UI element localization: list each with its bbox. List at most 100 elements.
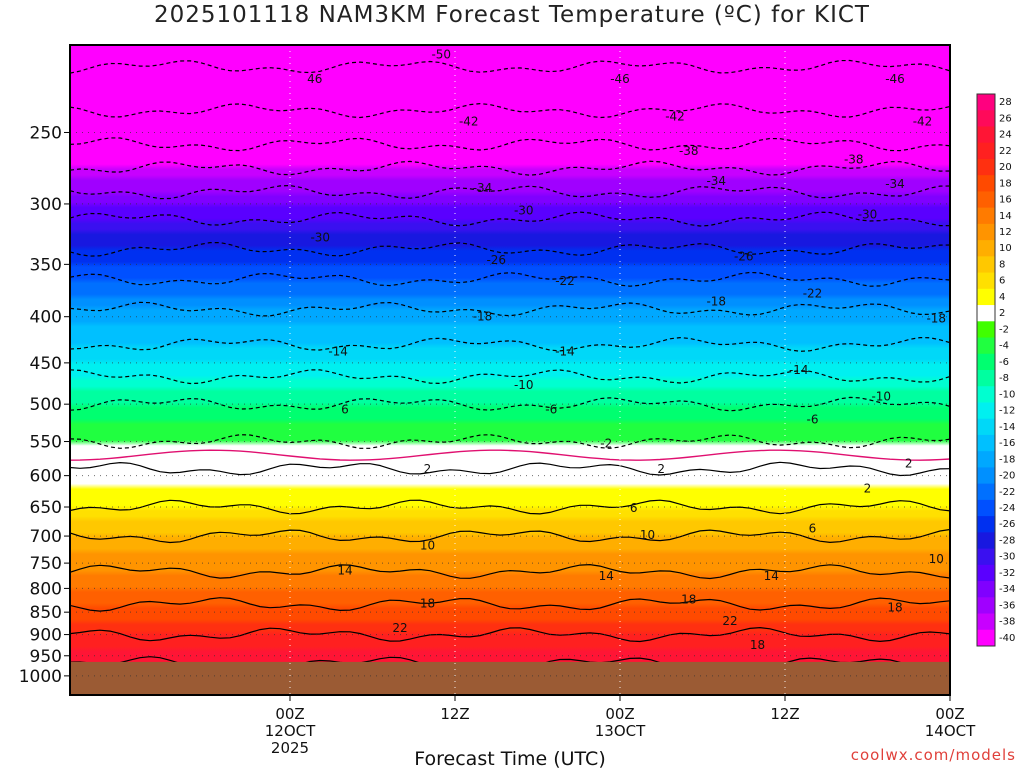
time-tick-label: 12Z [770,705,799,723]
pressure-tick-label: 1000 [19,667,62,687]
contour-label: -22 [803,286,823,300]
contour-label: -14 [328,344,348,358]
colorbar-label: -30 [999,552,1015,563]
contour-label-layer: -50 46 -46 -46 -42 -42 -42 -38 -38 -34 -34 -34 -30 -3… [307,48,946,652]
isotherm-22 [70,626,950,643]
colorbar-swatch [977,597,995,615]
colorbar-label: -18 [999,454,1015,465]
colorbar-swatch [977,175,995,192]
isotherm--46 [70,102,950,119]
isotherm--38 [70,160,950,176]
contour-label: 2 [657,462,665,476]
isotherm--50 [70,59,950,74]
freezing-line [70,449,950,461]
colorbar-label: -24 [999,503,1015,514]
colorbar-swatch [977,240,995,257]
pressure-tick-label: 650 [30,498,62,518]
contour-label: -46 [610,72,630,86]
isotherm--18 [70,301,950,317]
gridline-layer [70,45,950,695]
time-tick-label: 00Z [605,705,634,723]
colorbar-swatch [977,370,995,387]
contour-label: -10 [514,378,534,392]
contour-label: -34 [473,181,493,195]
colorbar-label: 2 [999,308,1005,319]
contour-label: -42 [665,109,685,123]
time-tick-label: 00Z [935,705,964,723]
contour-label: 46 [307,72,322,86]
colorbar-swatch [977,94,995,111]
colorbar-label: -4 [999,341,1009,352]
contour-label: 18 [681,593,696,607]
isotherm-10 [70,528,950,544]
pressure-tick-label: 550 [30,433,62,453]
colorbar-label: -36 [999,600,1015,611]
colorbar-label: -20 [999,471,1015,482]
pressure-tick-label: 500 [30,395,62,415]
colorbar-label: 22 [999,146,1012,157]
colorbar-label: -26 [999,519,1015,530]
colorbar-label: 26 [999,113,1012,124]
contour-label: 10 [929,552,944,566]
contour-label: 14 [599,569,614,583]
colorbar-label: 8 [999,259,1005,270]
contour-label: 2 [424,462,432,476]
colorbar-swatch [977,548,995,566]
contour-label: 10 [420,538,435,552]
pressure-tick-label: 900 [30,626,62,646]
contour-label: -42 [913,114,933,128]
contour-label: -18 [473,310,493,324]
time-tick-label: 12OCT [265,722,316,740]
colorbar-swatch [977,337,995,355]
colorbar-label: -2 [999,324,1009,335]
colorbar-swatch [977,564,995,582]
colorbar-swatch [977,516,995,533]
contour-label: -26 [486,253,506,267]
site-credit: coolwx.com/models [850,746,1016,764]
pressure-tick-label: 800 [30,579,62,599]
colorbar-swatch [977,451,995,468]
colorbar-swatch [977,288,995,306]
contour-label: -18 [706,295,726,309]
colorbar-swatch [977,158,995,176]
chart-title: 2025101118 NAM3KM Forecast Temperature (… [153,2,870,28]
colorbar-swatch [977,613,995,631]
colorbar-swatch [977,207,995,225]
isotherm--14 [70,336,950,352]
pressure-tick-label: 450 [30,354,62,374]
colorbar-swatch [977,305,995,322]
contour-label: 14 [337,563,352,577]
contour-label: -10 [871,389,891,403]
contour-label: -46 [885,72,905,86]
isotherm--26 [70,242,950,257]
contour-label: -30 [514,203,534,217]
time-tick-label: 00Z [275,705,304,723]
colorbar-label: -38 [999,617,1015,628]
contour-label: 6 [630,501,638,515]
contour-label: -14 [555,344,575,358]
pressure-tick-label: 950 [30,647,62,667]
colorbar-swatch [977,629,995,647]
colorbar-label: -8 [999,373,1009,384]
time-tick-label: 12Z [440,705,469,723]
isotherm-layer [70,59,950,671]
isotherm-6 [70,499,950,515]
isotherm--42 [70,137,950,152]
contour-label: 14 [764,569,779,583]
contour-label: -26 [734,249,754,263]
colorbar-label: 14 [999,211,1012,222]
colorbar-label: -12 [999,406,1015,417]
colorbar-label: -6 [999,357,1009,368]
time-tick-label: 2025 [271,739,309,757]
contour-label: -38 [844,153,864,167]
plot-frame [69,44,951,696]
pressure-tick-label: 750 [30,554,62,574]
colorbar-swatch [977,434,995,452]
contour-label: -34 [706,174,726,188]
colorbar-label: 6 [999,276,1005,287]
contour-label: -2 [600,437,612,451]
contour-label: -42 [459,114,479,128]
colorbar-label: -34 [999,584,1015,595]
